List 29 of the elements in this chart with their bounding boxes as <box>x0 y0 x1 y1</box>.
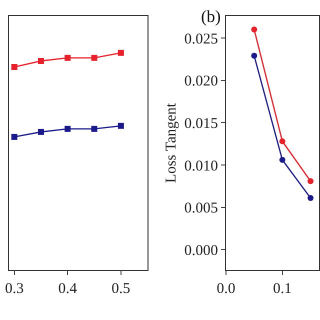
point <box>118 50 124 56</box>
point <box>38 58 44 64</box>
point <box>91 126 98 132</box>
point <box>251 52 258 59</box>
y-tick-label: 0.015 <box>184 116 218 132</box>
x-tick-label: 0.1 <box>272 281 292 297</box>
point <box>308 195 314 202</box>
point <box>64 54 71 61</box>
point <box>308 178 314 184</box>
point <box>11 134 18 140</box>
point <box>91 54 98 61</box>
point <box>251 26 258 33</box>
text: (b) <box>201 7 221 26</box>
y-tick-label: 0.010 <box>184 158 218 174</box>
y-axis-title: Loss Tangent <box>164 102 180 183</box>
point <box>38 128 44 135</box>
point <box>11 64 18 70</box>
point <box>118 122 124 129</box>
point <box>279 138 286 144</box>
x-tick-label: 0.5 <box>112 281 130 297</box>
x-tick-label: 0.3 <box>4 281 24 297</box>
point <box>279 156 286 163</box>
x-tick-label: 0.0 <box>216 281 236 297</box>
x-tick-label: 0.4 <box>58 281 78 297</box>
y-tick-label: 0.005 <box>184 200 218 217</box>
y-tick-label: 0.020 <box>184 74 218 90</box>
point <box>64 126 71 132</box>
y-tick-label: 0.000 <box>184 242 218 259</box>
y-tick-label: 0.025 <box>184 31 218 48</box>
